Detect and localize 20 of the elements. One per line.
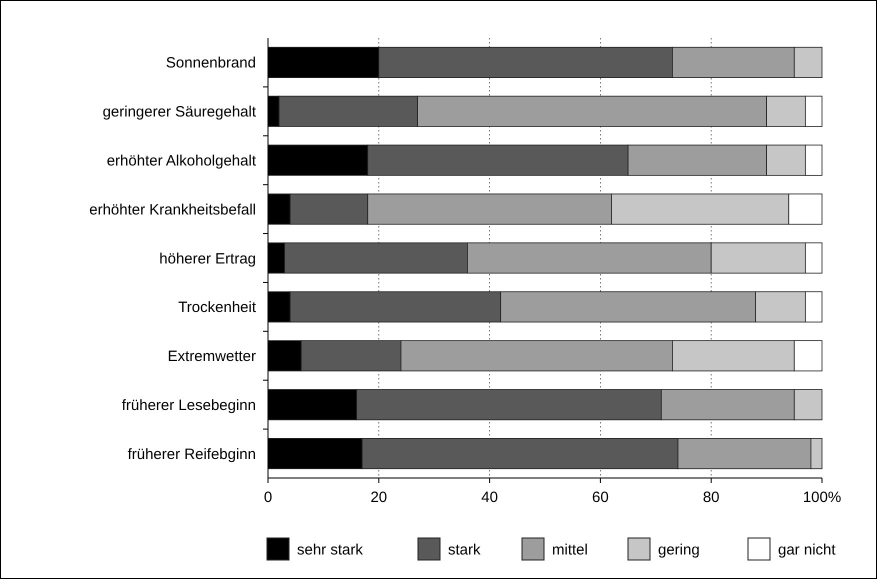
legend-label: stark xyxy=(448,541,482,558)
y-tick-label: Sonnenbrand xyxy=(166,54,256,72)
legend-label: sehr stark xyxy=(297,541,364,558)
x-tick-label: 0 xyxy=(264,489,272,506)
x-tick-label: 20 xyxy=(370,489,388,506)
x-tick-label: 100% xyxy=(802,489,842,506)
y-tick-label: Trockenheit xyxy=(178,299,257,316)
legend-label: mittel xyxy=(552,541,588,558)
legend-label: gar nicht xyxy=(778,541,836,558)
legend-label: gering xyxy=(658,541,700,558)
y-tick-label: Extremwetter xyxy=(168,348,256,366)
x-tick-label: 40 xyxy=(481,489,498,506)
y-tick-label: früherer Lesebeginn xyxy=(122,396,256,414)
y-tick-label: höherer Ertrag xyxy=(159,250,256,268)
y-tick-label: früherer Reifebginn xyxy=(128,446,256,463)
x-tick-label: 80 xyxy=(702,489,720,506)
x-tick-label: 60 xyxy=(592,489,609,506)
y-tick-label: erhöhter Alkoholgehalt xyxy=(106,152,257,170)
y-tick-label: geringerer Säuregehalt xyxy=(102,104,257,121)
y-tick-label: erhöhter Krankheitsbefall xyxy=(89,201,256,218)
